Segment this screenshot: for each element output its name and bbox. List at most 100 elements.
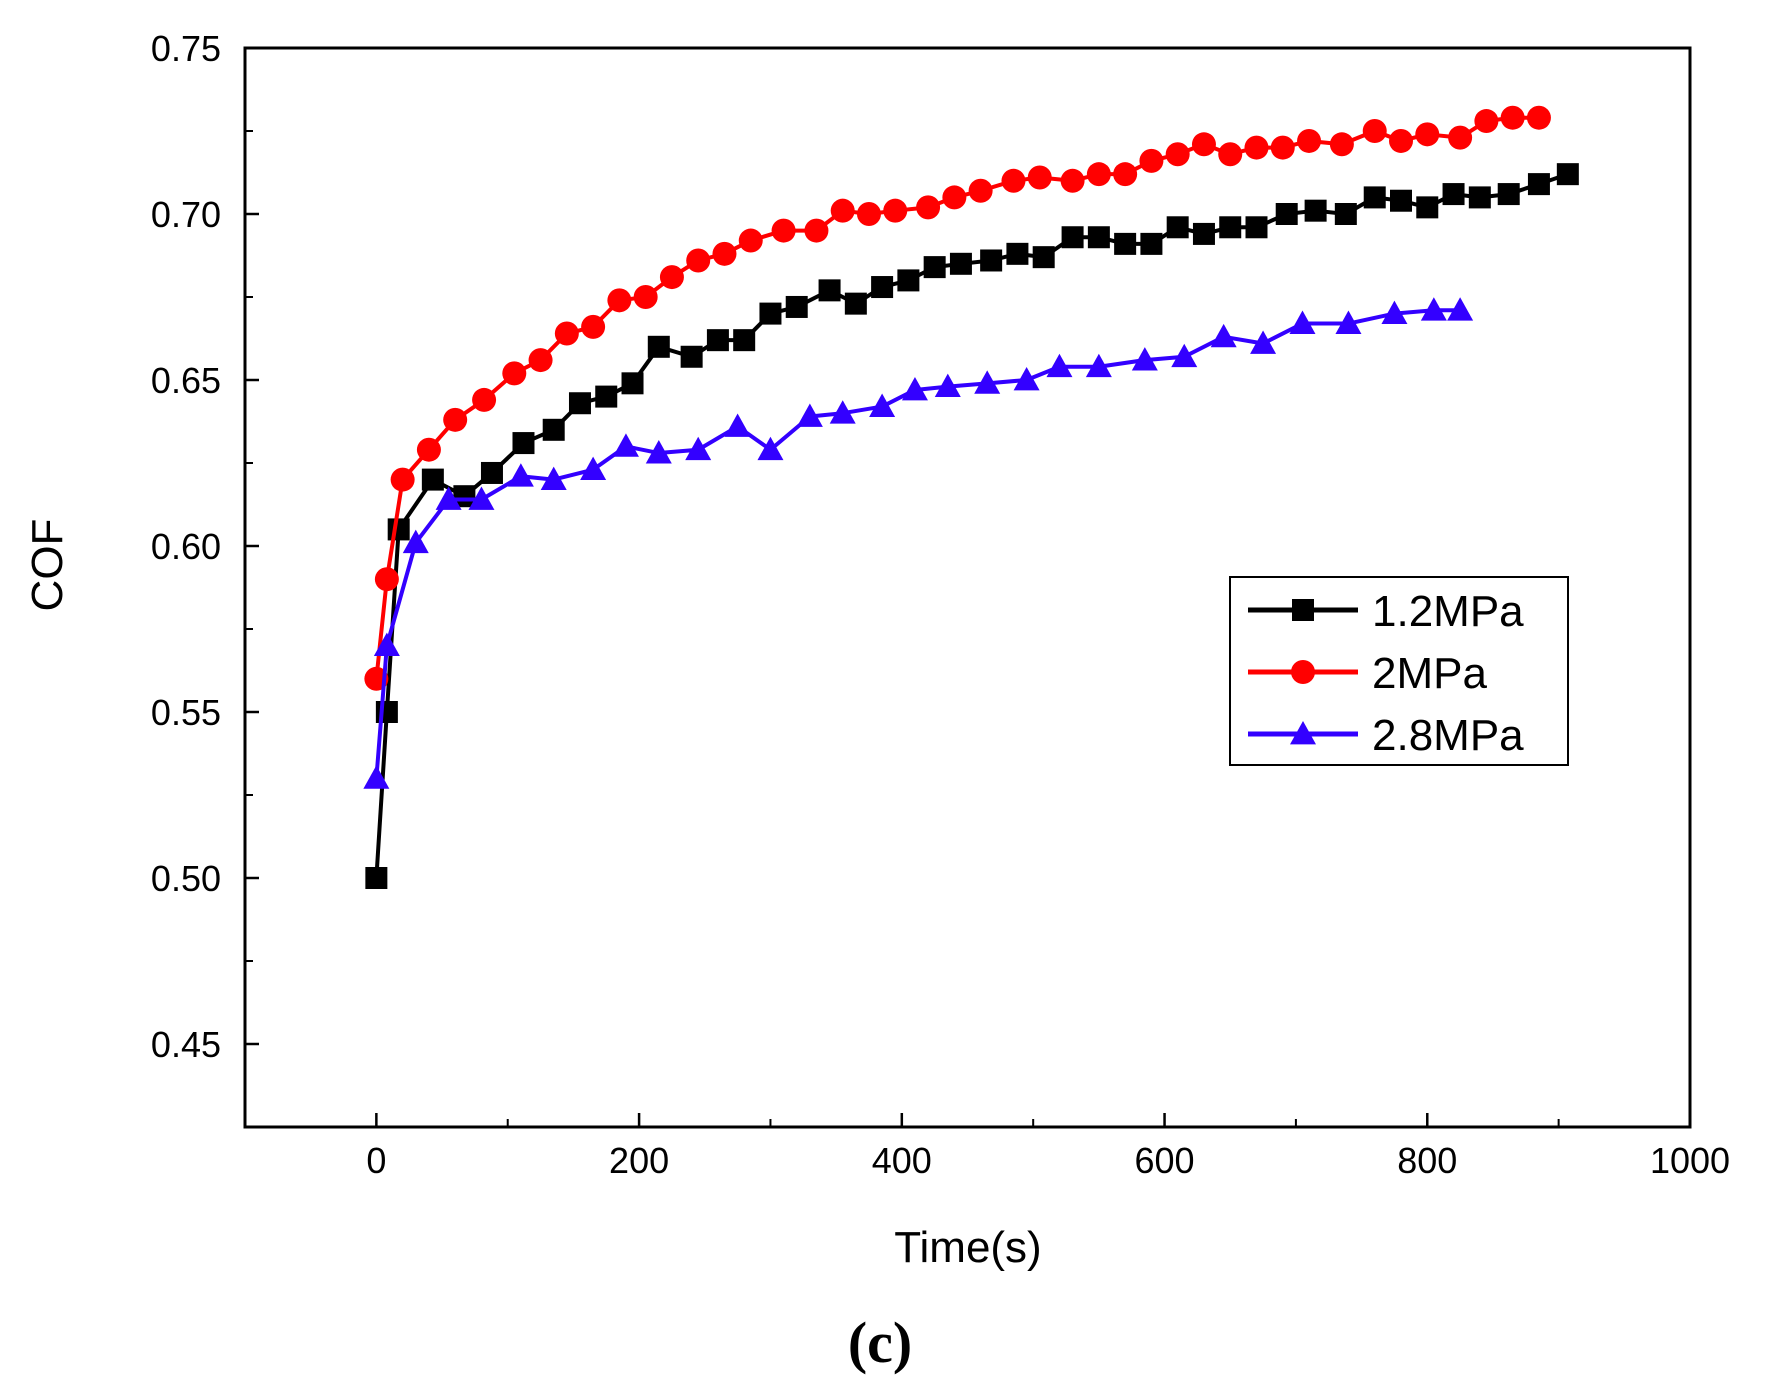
data-point (901, 376, 928, 401)
data-point (796, 403, 823, 427)
data-point (1416, 196, 1439, 219)
data-point (1140, 232, 1163, 255)
data-point (923, 256, 946, 279)
data-point (1027, 165, 1052, 190)
data-point (1415, 122, 1440, 147)
data-point (421, 468, 444, 491)
data-point (1032, 246, 1055, 269)
data-point (1362, 119, 1387, 143)
data-point (934, 373, 961, 398)
data-point (980, 249, 1003, 272)
legend-label: 1.2MPa (1372, 587, 1524, 636)
data-point (1087, 226, 1110, 249)
data-point (402, 529, 429, 554)
data-point (1244, 135, 1269, 160)
data-point (502, 361, 527, 386)
data-point (416, 437, 441, 462)
x-tick-label: 0 (366, 1140, 386, 1181)
data-point (568, 392, 591, 415)
data-point (1390, 189, 1412, 212)
legend: 1.2MPa 2MPa 2.8MPa (1229, 576, 1569, 766)
data-point (738, 228, 763, 253)
data-point (1527, 173, 1550, 196)
data-point (1389, 128, 1413, 153)
data-point (1219, 216, 1242, 239)
y-tick-label: 0.60 (151, 526, 221, 567)
data-point (1270, 135, 1295, 160)
data-point (633, 285, 658, 309)
data-point (1131, 347, 1158, 371)
data-point (733, 329, 756, 352)
x-axis-label: Time(s) (894, 1223, 1041, 1272)
y-axis-label: COF (23, 519, 72, 612)
data-point (712, 241, 737, 266)
data-point (1497, 183, 1520, 206)
data-point (916, 195, 941, 220)
data-point (554, 321, 579, 346)
data-point (612, 433, 639, 457)
data-point (607, 288, 632, 313)
data-point (1381, 300, 1408, 324)
data-point (856, 202, 881, 226)
data-point (1363, 186, 1386, 209)
data-point (647, 335, 670, 358)
data-point (540, 466, 567, 490)
data-point (373, 632, 400, 656)
data-point (1468, 186, 1491, 209)
data-point (1245, 216, 1268, 239)
data-point (1006, 242, 1029, 265)
data-point (581, 314, 606, 339)
data-point (1210, 323, 1237, 348)
data-point (897, 269, 920, 292)
data-point (1114, 232, 1137, 255)
data-point (1289, 310, 1316, 334)
data-point (883, 198, 908, 223)
data-point (621, 372, 644, 395)
data-point (771, 218, 796, 243)
data-point (686, 248, 711, 273)
data-point (942, 185, 967, 210)
data-point (1001, 168, 1026, 193)
data-point (1334, 203, 1357, 225)
legend-entry: 2MPa (1248, 649, 1487, 698)
series-line (374, 172, 1569, 879)
data-point (453, 485, 476, 508)
data-point (1191, 132, 1216, 157)
data-point (1474, 109, 1499, 134)
series-group (363, 105, 1579, 889)
data-point (759, 302, 782, 325)
data-point (785, 295, 808, 318)
data-point (468, 486, 495, 510)
data-point (1171, 343, 1198, 368)
data-point (1442, 183, 1465, 206)
panel-label: (c) (848, 1310, 912, 1375)
data-point (1335, 310, 1362, 334)
data-point (724, 413, 751, 437)
data-point (374, 567, 399, 592)
data-point (480, 461, 503, 484)
plot-frame (243, 46, 1692, 1129)
x-tick-label: 400 (872, 1140, 932, 1181)
data-point (949, 252, 972, 275)
data-point (804, 218, 829, 243)
data-point (435, 486, 462, 510)
x-tick-label: 800 (1397, 1140, 1457, 1181)
data-point (869, 393, 896, 417)
data-point (645, 440, 672, 464)
data-point (528, 348, 553, 373)
data-point (1085, 353, 1112, 378)
legend-marker (1290, 721, 1316, 745)
data-point (844, 292, 867, 315)
series-2MPa (364, 105, 1551, 691)
data-point (507, 463, 534, 487)
data-point (829, 400, 856, 424)
data-point (1166, 216, 1189, 239)
data-point (1447, 297, 1474, 321)
data-point (542, 418, 565, 441)
y-tick-label: 0.55 (151, 692, 221, 733)
series-2-8MPa (363, 297, 1474, 789)
data-point (1086, 162, 1111, 187)
data-point (1556, 163, 1579, 186)
data-point (1060, 168, 1085, 193)
